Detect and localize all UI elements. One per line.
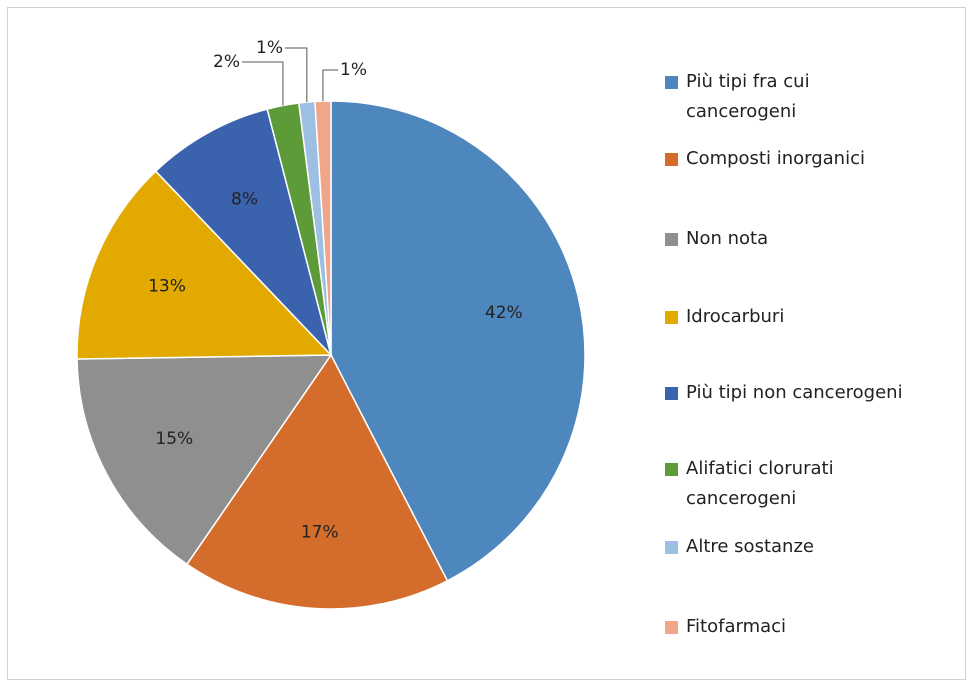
data-label: 13% xyxy=(148,276,186,296)
legend-label: Idrocarburi xyxy=(686,306,785,327)
legend-label: Alifatici clorurati cancerogeni xyxy=(686,458,834,509)
data-label: 1% xyxy=(256,38,283,58)
legend-item: Altre sostanze xyxy=(665,532,955,562)
legend-item: Fitofarmaci xyxy=(665,612,955,642)
legend-swatch xyxy=(665,387,678,400)
frame xyxy=(7,7,966,680)
leader-line xyxy=(322,69,338,102)
legend-swatch xyxy=(665,76,678,89)
legend-swatch xyxy=(665,311,678,324)
data-label: 8% xyxy=(231,190,258,210)
legend-label: Più tipi fra cui cancerogeni xyxy=(686,71,810,122)
legend-item: Composti inorganici xyxy=(665,144,955,174)
legend-label: Altre sostanze xyxy=(686,536,814,557)
legend-swatch xyxy=(665,463,678,476)
legend-swatch xyxy=(665,541,678,554)
legend-item: Più tipi fra cui cancerogeni xyxy=(665,67,955,127)
leader-line xyxy=(285,47,308,103)
pie-slice xyxy=(76,354,333,566)
pie-slice xyxy=(154,108,333,358)
legend-label: Più tipi non cancerogeni xyxy=(686,382,903,403)
pie-slice xyxy=(185,353,449,610)
pie-slice xyxy=(330,100,586,582)
legend-swatch xyxy=(665,153,678,166)
legend-item: Non nota xyxy=(665,224,955,254)
legend-swatch xyxy=(665,233,678,246)
legend-item: Idrocarburi xyxy=(665,302,955,332)
leader-line xyxy=(242,61,284,106)
data-label: 42% xyxy=(485,303,523,323)
data-label: 1% xyxy=(340,60,367,80)
legend-item: Alifatici clorurati cancerogeni xyxy=(665,454,955,514)
data-label: 2% xyxy=(213,52,240,72)
legend-label: Non nota xyxy=(686,228,769,249)
legend-item: Più tipi non cancerogeni xyxy=(665,378,955,408)
pie-slice xyxy=(76,170,333,360)
data-label: 15% xyxy=(155,429,193,449)
data-label: 17% xyxy=(301,522,339,542)
legend-swatch xyxy=(665,621,678,634)
legend-label: Composti inorganici xyxy=(686,148,865,169)
legend-label: Fitofarmaci xyxy=(686,616,787,637)
